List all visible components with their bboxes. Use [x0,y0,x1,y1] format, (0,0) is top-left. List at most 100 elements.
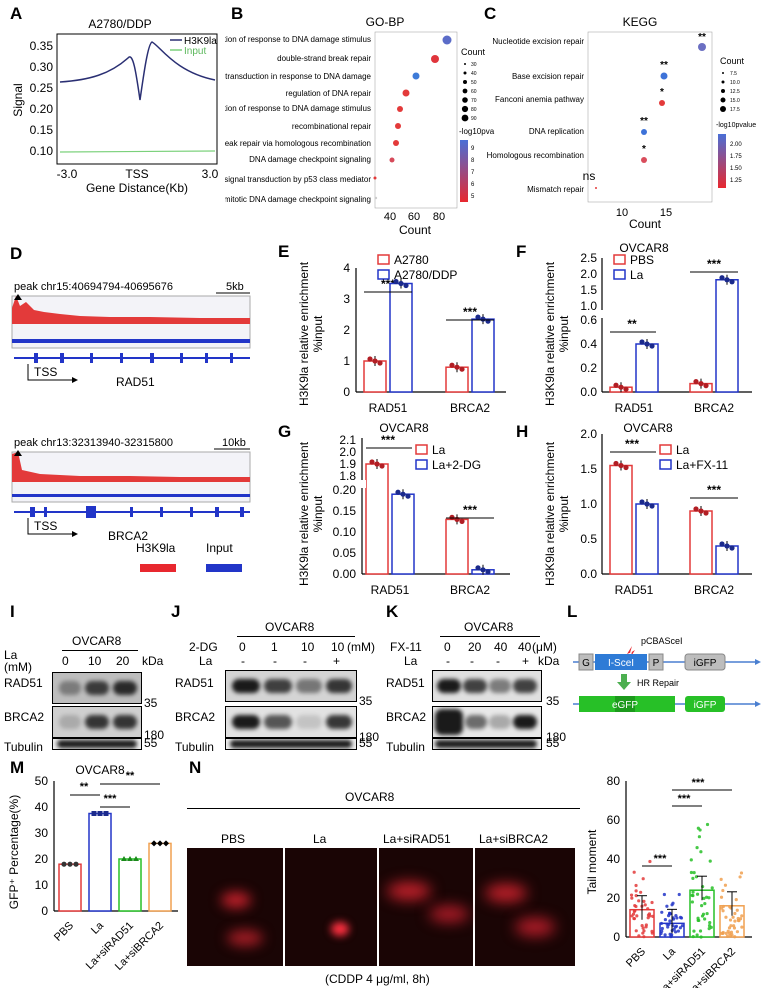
blot-tubulin [225,738,357,750]
panel-label-k: K [386,602,399,621]
sig-star: ** [640,116,648,127]
data-point [649,343,655,349]
panel-label-b: B [231,4,244,23]
data-point [635,914,639,918]
panel-m: M OVCAR8 GFP⁺ Percentage(%) 0 10 20 30 4… [0,758,190,988]
data-point [641,877,645,881]
row-label: Tubulin [4,740,43,754]
sig: *** [463,503,477,517]
data-point [707,924,712,928]
treat-label: La [4,648,18,662]
ylabel2: %input [557,315,571,352]
data-point [646,913,651,917]
ylabel: H3K9la relative enrichment [297,261,311,406]
data-point [643,903,647,907]
chart-a: A2780/DDP 0.35 0.30 0.25 0.20 0.15 0.10 … [11,17,219,195]
category: RAD51 [615,401,654,415]
panel-label-m: M [10,758,25,777]
legend-h3k9la: H3K9la [136,541,176,555]
legend: La [676,443,690,457]
n-title: OVCAR8 [345,790,395,804]
data-point [728,905,732,909]
la: - [446,654,450,668]
tracks-d: peak chr15:40694794-40695676 5kb TSS RAD… [11,281,251,572]
data-point [676,929,680,933]
dose: 0 [62,654,69,668]
data-point [708,859,712,863]
data-point [695,846,699,850]
data-point [623,464,629,471]
chart-c-title: KEGG [623,15,658,29]
data-point [735,930,740,934]
kda-header: kDa [538,654,560,668]
term: Base excision repair [512,72,584,81]
sig: ** [627,317,637,331]
data-point [103,811,109,816]
data-point [61,861,67,867]
count-val: 10.0 [730,80,740,86]
la: - [273,654,277,668]
ytick: 2 [343,323,350,337]
treat2-label: La [404,654,418,668]
data-point [695,933,699,937]
data-point [662,892,666,897]
data-point [723,883,728,887]
dose: 1 [271,640,278,654]
data-point [700,903,704,908]
data-point [724,931,728,936]
count-val: 12.5 [730,89,740,95]
data-point [454,364,460,370]
treat2-label: La [199,654,213,668]
panel-c: C KEGG Nucleotide excision repair Base e… [480,0,764,240]
data-point [623,386,629,392]
color-val: 2.00 [730,142,742,148]
ytick: 0.15 [30,123,54,137]
sig: *** [381,433,395,447]
data-point [642,899,646,904]
la: + [333,654,341,668]
data-point [639,890,643,894]
sig-star: ** [698,32,706,43]
ylabel: GFP⁺ Percentage(%) [7,795,21,909]
data-point [696,918,700,922]
sig: ** [80,781,89,793]
bar-la-2-dg [391,493,415,575]
data-point [644,923,648,927]
blot-brca2 [52,706,142,738]
ytick: 1.5 [580,283,597,297]
comet-image [475,848,575,966]
data-point [732,926,737,930]
isce-box: I-SceI [608,658,634,669]
data-point [632,916,636,921]
data-point [667,922,671,927]
chart-b-title: GO-BP [366,15,405,29]
gene2: BRCA2 [108,529,148,543]
category: PBS [52,920,76,944]
data-point [398,280,404,287]
sig-star: * [660,87,664,98]
treat-label: FX-11 [390,640,422,654]
data-point [719,895,724,899]
data-point [641,931,645,935]
xtick: 10 [616,207,628,219]
data-point [725,934,730,938]
scale2: 10kb [222,437,246,449]
row-label: RAD51 [386,676,425,690]
ytick: 1 [343,354,350,368]
data-point [639,499,645,505]
kda: 35 [144,696,158,710]
sig-star: ** [660,60,668,71]
ylabel2: %input [311,315,325,352]
term: Fanconi anemia pathway [495,95,584,104]
chart-a-xlabel: Gene Distance(Kb) [86,181,188,195]
title: OVCAR8 [623,421,673,435]
panel-b: B GO-BP regulation of response to DNA da… [137,0,505,240]
category: BRCA2 [694,583,734,597]
legend: A2780 [394,253,429,267]
data-point [720,906,724,910]
term: DNA replication [529,127,584,136]
panel-e: E H3K9la relative enrichment %input 0 1 … [270,238,520,418]
count-val: 60 [471,89,477,95]
bar-la [689,510,713,575]
chart-h: OVCAR8 H3K9la relative enrichment %input… [543,421,752,597]
